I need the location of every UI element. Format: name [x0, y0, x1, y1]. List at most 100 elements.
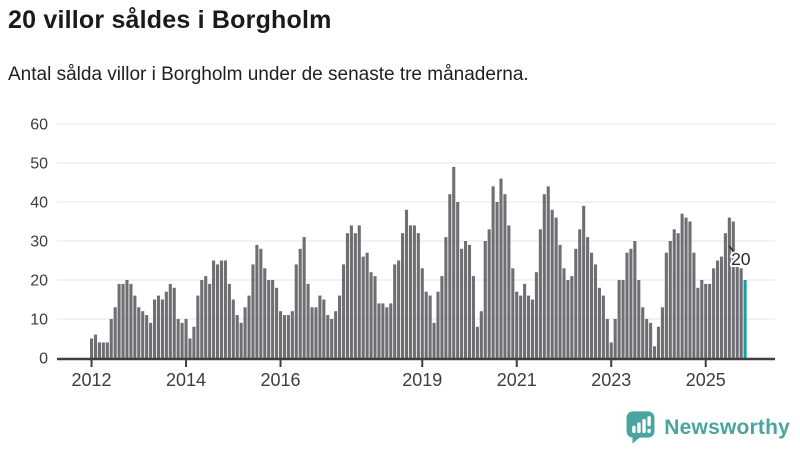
- bar: [322, 299, 326, 358]
- bar: [495, 202, 499, 358]
- bar: [275, 287, 279, 358]
- newsworthy-bubble-chart-icon: [626, 411, 655, 444]
- bar: [290, 311, 294, 358]
- bar: [149, 322, 153, 358]
- bar: [271, 280, 275, 358]
- x-axis-tick-label: 2016: [261, 370, 301, 390]
- bar: [137, 307, 141, 358]
- bar: [708, 283, 712, 358]
- bar: [117, 283, 121, 358]
- bar: [326, 315, 330, 358]
- brand-name: Newsworthy: [664, 415, 790, 439]
- newsworthy-logo[interactable]: Newsworthy: [626, 411, 790, 444]
- bar: [302, 237, 306, 358]
- bar: [645, 319, 649, 358]
- bar: [507, 225, 511, 358]
- bar: [204, 276, 208, 358]
- bar: [649, 322, 653, 358]
- bar: [97, 342, 101, 358]
- bar: [527, 295, 531, 358]
- highlight-value-label: 20: [731, 249, 751, 269]
- bar: [586, 237, 590, 358]
- bar: [156, 295, 161, 358]
- bar: [609, 342, 613, 358]
- bar: [672, 229, 676, 358]
- bar: [491, 186, 495, 358]
- bar: [227, 283, 231, 358]
- bar: [625, 252, 629, 358]
- bar: [684, 217, 688, 358]
- bar: [180, 322, 184, 358]
- bar: [235, 315, 239, 358]
- bar: [511, 268, 515, 358]
- bar: [448, 194, 452, 358]
- bar: [188, 338, 192, 358]
- y-axis-tick-label: 40: [30, 195, 48, 212]
- bar: [652, 346, 657, 358]
- x-axis-tick-label: 2014: [166, 370, 206, 390]
- bar: [692, 252, 696, 358]
- bar: [499, 178, 503, 358]
- logo-bar-small: [632, 425, 636, 433]
- bar: [428, 295, 432, 358]
- bar: [523, 283, 527, 358]
- bar: [168, 283, 172, 358]
- bar: [247, 295, 251, 358]
- bar: [306, 283, 310, 358]
- x-axis-tick-label: 2021: [497, 370, 537, 390]
- bar: [432, 322, 436, 358]
- page-title: 20 villor såldes i Borgholm: [8, 6, 332, 34]
- bar: [365, 252, 369, 358]
- logo-bar-tall: [642, 419, 647, 433]
- bar: [404, 209, 409, 358]
- bar: [424, 291, 428, 358]
- bar: [267, 280, 271, 358]
- bar: [590, 252, 594, 358]
- bar: [566, 280, 570, 358]
- bar: [259, 248, 263, 358]
- y-axis-tick-label: 30: [30, 234, 48, 251]
- x-axis-tick-label: 2019: [402, 370, 442, 390]
- bar: [160, 299, 164, 358]
- bar: [515, 291, 519, 358]
- bar: [471, 276, 475, 358]
- bar: [534, 272, 538, 358]
- x-axis-tick-label: 2012: [72, 370, 112, 390]
- bar: [243, 307, 247, 358]
- bar: [597, 287, 601, 358]
- bar: [393, 264, 397, 358]
- bar: [196, 295, 200, 358]
- bar: [617, 280, 621, 358]
- bar: [416, 233, 420, 358]
- bar: [369, 272, 373, 358]
- bar: [239, 322, 243, 358]
- y-axis-tick-label: 10: [30, 312, 48, 329]
- logo-exclamation-stem: [647, 416, 652, 427]
- bar: [452, 166, 456, 358]
- bar: [562, 268, 566, 358]
- bar: [330, 319, 334, 358]
- logo-exclamation-dot: [647, 428, 652, 433]
- bar: [93, 334, 98, 358]
- bar: [712, 268, 716, 358]
- bar: [467, 244, 472, 358]
- bar: [656, 326, 661, 358]
- bar: [101, 342, 105, 358]
- bar: [338, 295, 342, 358]
- bar: [314, 307, 318, 358]
- bar: [676, 233, 680, 358]
- bar: [278, 311, 283, 358]
- bar: [219, 260, 224, 358]
- bar: [341, 264, 346, 358]
- bar: [593, 264, 598, 358]
- bar: [310, 307, 314, 358]
- bar: [440, 276, 444, 358]
- bar: [298, 248, 302, 358]
- bar: [633, 241, 637, 358]
- bar: [349, 225, 353, 358]
- bar: [570, 276, 574, 358]
- bar: [121, 283, 125, 358]
- bar: [704, 283, 708, 358]
